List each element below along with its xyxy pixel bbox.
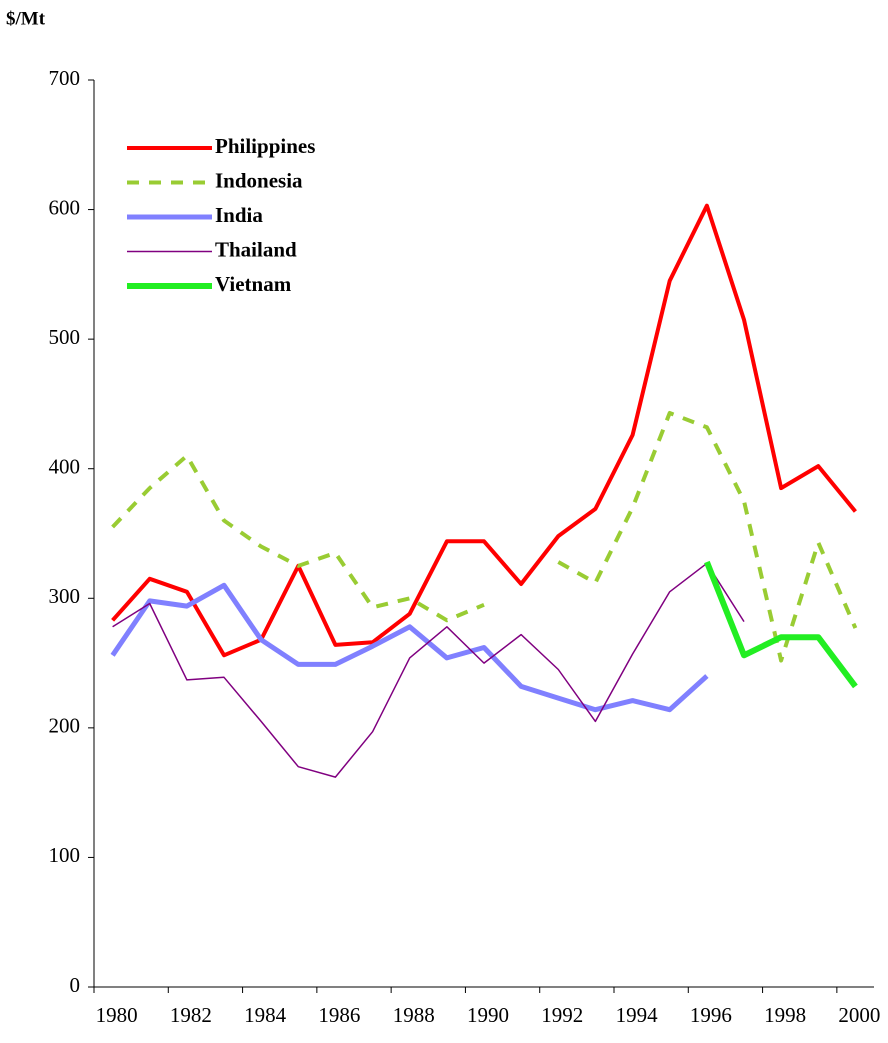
x-tick-label: 1994 <box>616 1003 659 1027</box>
x-tick-label: 1984 <box>244 1003 287 1027</box>
y-tick-label: 200 <box>49 714 81 738</box>
y-tick-label: 300 <box>49 584 81 608</box>
x-tick-label: 1980 <box>96 1003 138 1027</box>
series-line <box>111 411 858 663</box>
x-tick-label: 1998 <box>764 1003 806 1027</box>
x-tick-label: 1988 <box>393 1003 435 1027</box>
legend-label: Philippines <box>215 134 315 158</box>
y-tick-label: 400 <box>49 455 81 479</box>
legend-label: India <box>215 203 263 227</box>
y-tick-label: 600 <box>49 195 81 219</box>
y-axis-title: $/Mt <box>6 8 46 29</box>
x-tick-label: 1986 <box>318 1003 360 1027</box>
legend-label: Thailand <box>215 237 297 261</box>
x-tick-label: 1996 <box>690 1003 732 1027</box>
y-tick-label: 100 <box>49 843 81 867</box>
series-line <box>110 582 709 713</box>
legend-label: Vietnam <box>215 272 292 296</box>
x-tick-label: 2000 <box>838 1003 880 1027</box>
x-tick-label: 1990 <box>467 1003 509 1027</box>
y-tick-label: 700 <box>49 66 81 90</box>
y-tick-label: 0 <box>70 973 81 997</box>
x-tick-label: 1992 <box>541 1003 583 1027</box>
y-tick-label: 500 <box>49 325 81 349</box>
series-line <box>111 203 857 658</box>
legend-label: Indonesia <box>215 168 303 192</box>
x-tick-label: 1982 <box>170 1003 212 1027</box>
series-line <box>112 562 745 778</box>
series-line <box>704 560 858 689</box>
